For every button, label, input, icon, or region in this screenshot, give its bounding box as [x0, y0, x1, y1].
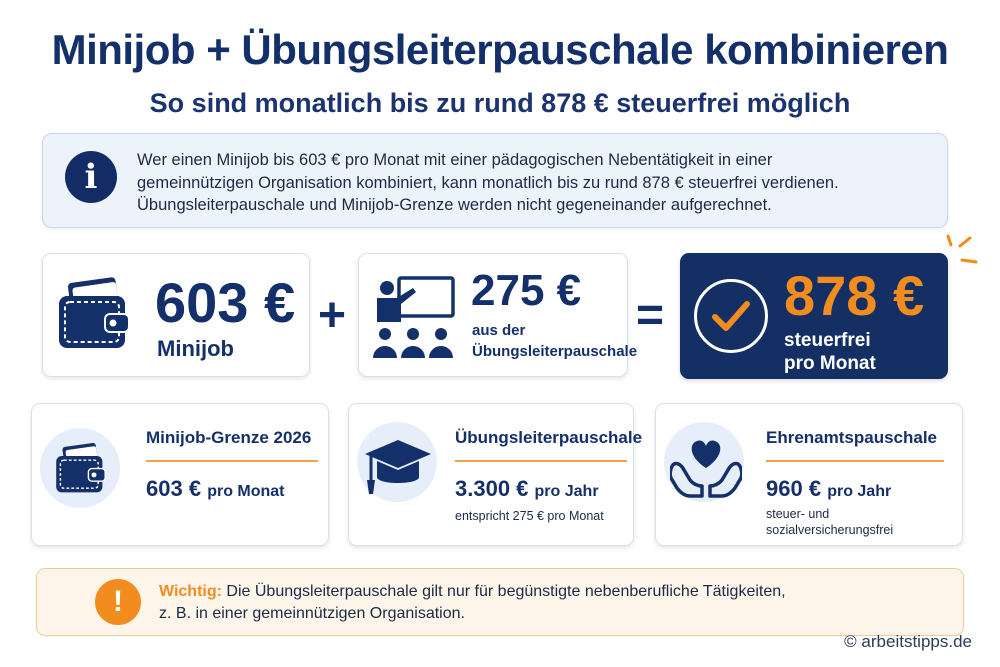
card-note: entspricht 275 € pro Monat	[455, 509, 604, 523]
card-note: sozialversicherungsfrei	[766, 523, 894, 537]
minijob-label: Minijob	[157, 336, 234, 361]
info-line: Übungsleiterpauschale und Minijob-Grenze…	[137, 196, 772, 214]
minijob-amount: 603 €	[155, 271, 296, 334]
card-note: steuer- und	[766, 507, 830, 521]
result-card: 878 € steuerfrei pro Monat	[680, 253, 948, 379]
card-title: Übungsleiterpauschale	[455, 428, 643, 447]
card-title: Minijob-Grenze 2026	[146, 428, 312, 447]
warning-label: Wichtig:	[159, 583, 222, 600]
page-subtitle: So sind monatlich bis zu rund 878 € steu…	[149, 88, 851, 118]
copyright-credit: © arbeitstipps.de	[844, 632, 972, 651]
info-icon: i	[65, 151, 117, 203]
result-text: steuerfrei pro Monat	[784, 329, 876, 375]
card-value: 603 € pro Monat	[146, 476, 285, 501]
page-title: Minijob + Übungsleiterpauschale kombinie…	[51, 26, 949, 73]
card-value: 960 € pro Jahr	[766, 476, 892, 501]
info-text: Wer einen Minijob bis 603 € pro Monat mi…	[137, 149, 927, 217]
result-line1: steuerfrei	[784, 330, 871, 351]
equals-sign: =	[636, 289, 665, 342]
info-line: gemeinnützigen Organisation kombiniert, …	[137, 173, 839, 192]
card-value: 3.300 € pro Jahr	[455, 476, 599, 501]
divider	[455, 460, 627, 462]
card-title: Ehrenamtspauschale	[766, 428, 938, 447]
pauschale-label-line2: Übungsleiterpauschale	[472, 343, 638, 360]
warning-text: Wichtig: Die Übungsleiterpauschale gilt …	[159, 581, 939, 625]
pauschale-amount: 275 €	[471, 266, 582, 315]
minijob-grenze-card: Minijob-Grenze 2026 603 € pro Monat	[31, 403, 329, 546]
pauschale-label-line1: aus der	[472, 322, 526, 339]
heart-hands-icon	[670, 440, 742, 498]
result-amount: 878 €	[784, 264, 925, 327]
pauschale-card: 275 € aus der Übungsleiterpauschale	[358, 253, 637, 377]
exclamation-icon: !	[95, 579, 141, 625]
wallet-icon	[56, 442, 106, 493]
ehrenamt-card: Ehrenamtspauschale 960 € pro Jahr steuer…	[655, 403, 963, 546]
info-line: Wer einen Minijob bis 603 € pro Monat mi…	[137, 151, 773, 169]
wallet-icon	[59, 277, 130, 348]
teacher-icon	[373, 276, 455, 358]
info-box: i Wer einen Minijob bis 603 € pro Monat …	[42, 133, 948, 228]
plus-sign: +	[318, 289, 347, 342]
uebungsleiter-card: Übungsleiterpauschale 3.300 € pro Jahr e…	[348, 403, 642, 546]
divider	[146, 460, 318, 462]
minijob-card: 603 € Minijob	[42, 253, 310, 377]
checkmark-icon	[694, 279, 768, 353]
warning-box: ! Wichtig: Die Übungsleiterpauschale gil…	[36, 568, 964, 636]
divider	[766, 460, 944, 462]
sparkle-icon	[946, 234, 978, 264]
graduation-cap-icon	[365, 440, 431, 494]
warning-line2: z. B. in einer gemeinnützigen Organisati…	[159, 605, 465, 622]
result-line2: pro Monat	[784, 353, 876, 374]
warning-line1: Die Übungsleiterpauschale gilt nur für b…	[226, 583, 786, 600]
